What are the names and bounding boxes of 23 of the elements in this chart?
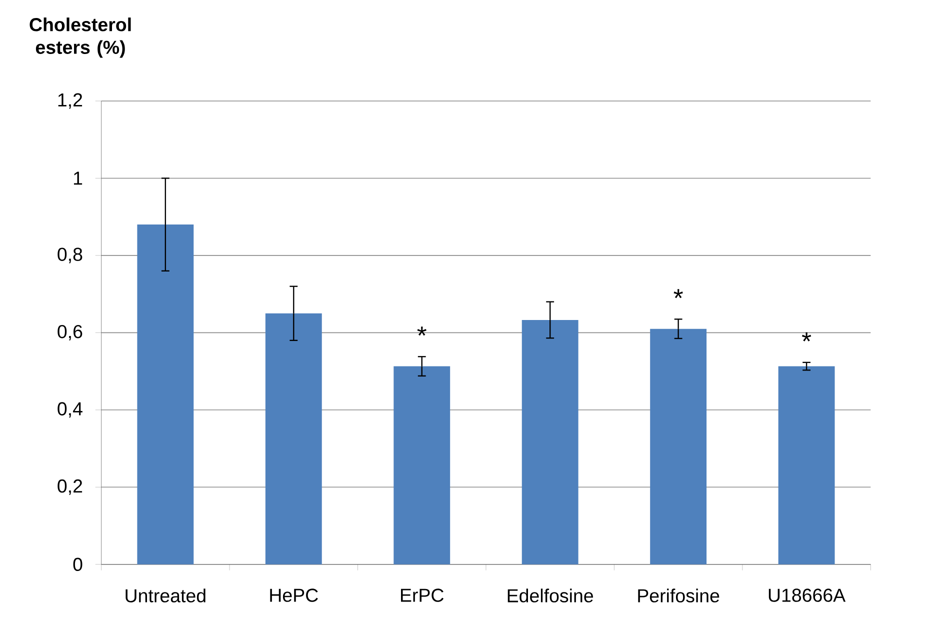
y-tick-label: 0,8 [58, 248, 82, 264]
x-tick-label: Edelfosine [508, 588, 594, 603]
x-tick-label: Untreated [126, 588, 206, 603]
x-tick-label: U18666A [768, 588, 846, 602]
y-tick-label: 0,6 [58, 325, 82, 341]
bar [650, 328, 707, 564]
bar [394, 366, 450, 564]
y-tick-label: 1,2 [58, 93, 82, 109]
bar [265, 313, 322, 564]
y-tick-label: 0 [73, 558, 82, 572]
x-tick-label: HePC [270, 588, 318, 602]
y-axis-title: Cholesterol esters (%) [30, 18, 131, 58]
annotation: * [417, 326, 426, 336]
bar [137, 224, 194, 564]
bar [522, 320, 578, 564]
annotation: * [802, 332, 812, 342]
annotation: * [674, 289, 683, 298]
bar [778, 366, 835, 564]
y-tick-label: 1 [74, 172, 82, 185]
y-tick-label: 0,2 [58, 480, 82, 495]
x-tick-label: ErPC [401, 588, 444, 602]
y-tick-label: 0,4 [58, 402, 82, 418]
x-tick-label: Perifosine [638, 588, 720, 603]
